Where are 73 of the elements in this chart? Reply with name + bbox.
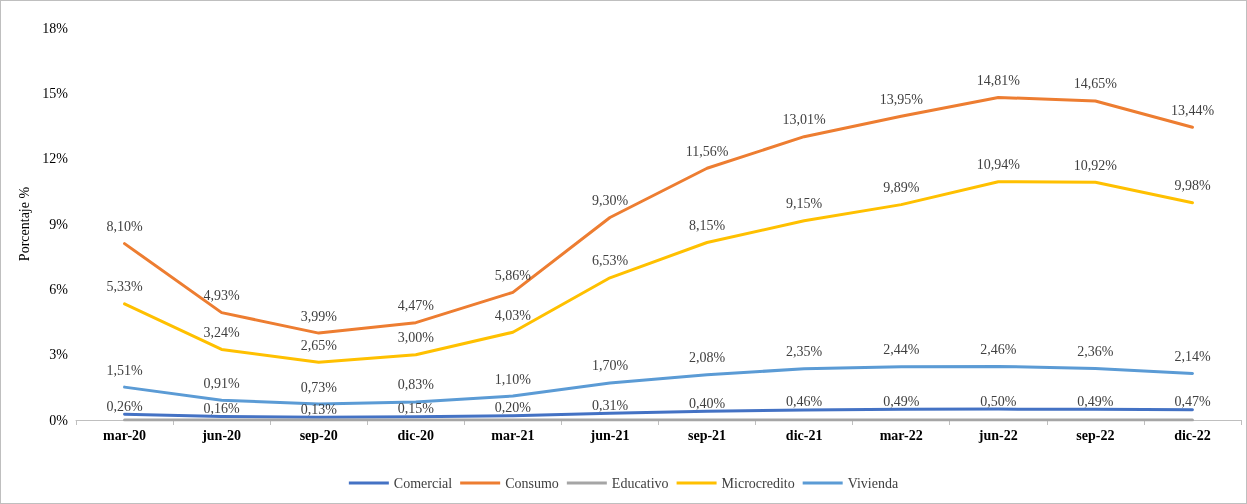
data-label: 9,15%: [786, 196, 823, 212]
data-label: 0,73%: [300, 379, 338, 395]
x-tick-label: jun-21: [589, 427, 630, 443]
x-tick-label: mar-20: [103, 427, 147, 443]
data-label: 9,98%: [1174, 178, 1211, 194]
data-label: 1,70%: [591, 358, 629, 374]
legend-label: Comercial: [393, 475, 453, 491]
data-label: 13,44%: [1170, 102, 1215, 118]
data-label: 0,26%: [106, 398, 143, 414]
data-label: 0,13%: [300, 401, 338, 417]
data-label: 14,65%: [1073, 76, 1118, 92]
y-tick-label: 18%: [42, 20, 69, 36]
legend-label: Educativo: [611, 475, 669, 491]
y-tick-label: 3%: [49, 347, 69, 363]
data-label: 0,40%: [688, 395, 726, 411]
y-tick-label: 6%: [49, 281, 69, 297]
data-label: 1,51%: [106, 362, 143, 378]
y-tick-label: 12%: [42, 151, 69, 167]
data-label: 0,83%: [397, 377, 435, 393]
data-label: 2,35%: [786, 344, 823, 360]
data-label: 0,46%: [786, 394, 823, 410]
data-label: 0,50%: [980, 393, 1017, 409]
x-tick-label: sep-22: [1076, 427, 1115, 443]
data-label: 13,01%: [782, 112, 827, 128]
data-label: 8,15%: [688, 218, 726, 234]
x-tick-label: dic-20: [397, 427, 435, 443]
data-label: 4,03%: [494, 307, 532, 323]
data-label: 14,81%: [976, 72, 1021, 88]
data-label: 9,89%: [883, 180, 920, 196]
legend-label: Consumo: [505, 475, 559, 491]
data-label: 10,92%: [1073, 157, 1118, 173]
y-tick-label: 15%: [42, 85, 69, 101]
data-label: 5,33%: [106, 279, 143, 295]
data-label: 6,53%: [591, 253, 629, 269]
x-tick-label: dic-22: [1174, 427, 1211, 443]
x-tick-label: mar-21: [491, 427, 535, 443]
data-label: 0,31%: [591, 397, 629, 413]
x-tick-label: mar-22: [879, 427, 923, 443]
data-label: 10,94%: [976, 157, 1021, 173]
data-label: 0,49%: [883, 393, 920, 409]
data-label: 0,15%: [397, 401, 435, 417]
x-tick-label: dic-21: [785, 427, 823, 443]
data-label: 2,65%: [300, 337, 338, 353]
y-tick-label: 9%: [49, 216, 69, 232]
y-tick-label: 0%: [49, 412, 69, 428]
data-label: 2,08%: [688, 350, 726, 366]
data-label: 4,93%: [203, 288, 241, 304]
data-label: 3,00%: [397, 330, 435, 346]
data-label: 0,91%: [203, 375, 241, 391]
data-label: 2,14%: [1174, 348, 1211, 364]
data-label: 2,46%: [980, 341, 1017, 357]
legend-label: Vivienda: [847, 475, 899, 491]
x-tick-label: jun-20: [201, 427, 242, 443]
data-label: 8,10%: [106, 219, 143, 235]
data-label: 0,49%: [1077, 393, 1114, 409]
data-label: 2,36%: [1077, 344, 1114, 360]
data-label: 0,20%: [494, 400, 532, 416]
data-label: 11,56%: [685, 143, 729, 159]
legend-label: Microcredito: [721, 475, 795, 491]
x-tick-label: jun-22: [977, 427, 1018, 443]
x-tick-label: sep-20: [299, 427, 338, 443]
data-label: 0,47%: [1174, 394, 1211, 410]
data-label: 13,95%: [879, 91, 924, 107]
data-label: 3,99%: [300, 308, 338, 324]
data-label: 4,47%: [397, 298, 435, 314]
data-label: 3,24%: [203, 324, 241, 340]
data-label: 5,86%: [494, 267, 532, 283]
y-axis-title: Porcentaje %: [16, 186, 32, 262]
data-label: 1,10%: [494, 371, 532, 387]
data-label: 2,44%: [883, 342, 920, 358]
data-label: 9,30%: [591, 192, 629, 208]
x-tick-label: sep-21: [687, 427, 727, 443]
data-label: 0,16%: [203, 401, 241, 417]
